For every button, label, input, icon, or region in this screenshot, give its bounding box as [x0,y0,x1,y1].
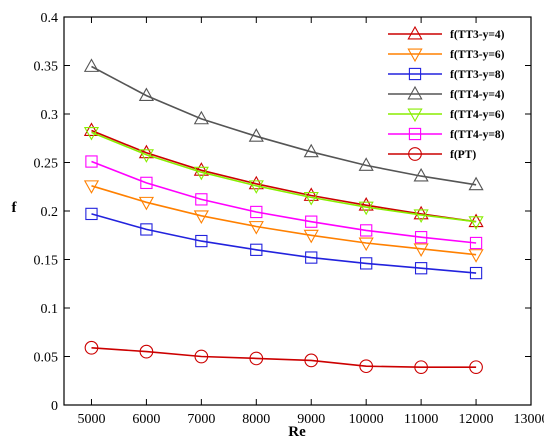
legend-item: f(TT4-y=4) [388,87,505,101]
legend-label: f(TT3-y=4) [450,29,505,41]
y-tick-label: 0.1 [41,302,59,317]
legend-item: f(TT4-y=6) [388,109,505,121]
legend-item: f(TT3-y=8) [388,68,505,81]
y-tick-label: 0.3 [41,108,59,123]
legend-item: f(TT3-y=4) [388,27,505,41]
data-point [140,89,153,101]
x-tick-label: 12000 [459,412,494,427]
legend-label: f(TT4-y=6) [450,109,505,121]
y-tick-label: 0 [51,399,58,414]
y-axis-title: f [12,200,18,216]
legend-marker [408,27,421,39]
series-group [85,181,483,262]
legend-label: f(PT) [450,149,476,161]
legend-marker [408,109,421,121]
x-tick-label: 11000 [404,412,438,427]
x-tick-label: 5000 [77,412,105,427]
data-point [469,250,482,262]
series-group [85,123,483,226]
legend-marker [408,87,421,99]
data-point [86,208,97,219]
x-tick-label: 6000 [132,412,160,427]
x-tick-label: 10000 [349,412,384,427]
series-group [85,341,482,373]
y-tick-label: 0.05 [34,351,59,366]
data-point [195,112,208,124]
y-tick-label: 0.15 [34,254,59,269]
y-tick-label: 0.4 [41,11,59,26]
legend-item: f(TT4-y=8) [388,128,505,141]
legend-label: f(TT3-y=6) [450,49,505,61]
legend-label: f(TT3-y=8) [450,69,505,81]
legend: f(TT3-y=4) f(TT3-y=6) f(TT3-y=8) f(TT4-y=4)… [388,27,505,161]
series-line [92,67,477,185]
y-tick-label: 0.35 [34,60,59,75]
series-layer [85,59,483,373]
x-tick-label: 8000 [242,412,270,427]
x-axis-title: Re [288,424,306,439]
x-tick-label: 7000 [187,412,215,427]
legend-item: f(PT) [388,148,476,161]
y-tick-label: 0.25 [34,157,59,172]
data-point [86,156,97,167]
legend-label: f(TT4-y=4) [450,89,505,101]
series-group [85,59,483,189]
y-tick-label: 0.2 [41,205,59,220]
legend-item: f(TT3-y=6) [388,49,505,61]
legend-label: f(TT4-y=8) [450,129,505,141]
legend-marker [408,49,421,61]
